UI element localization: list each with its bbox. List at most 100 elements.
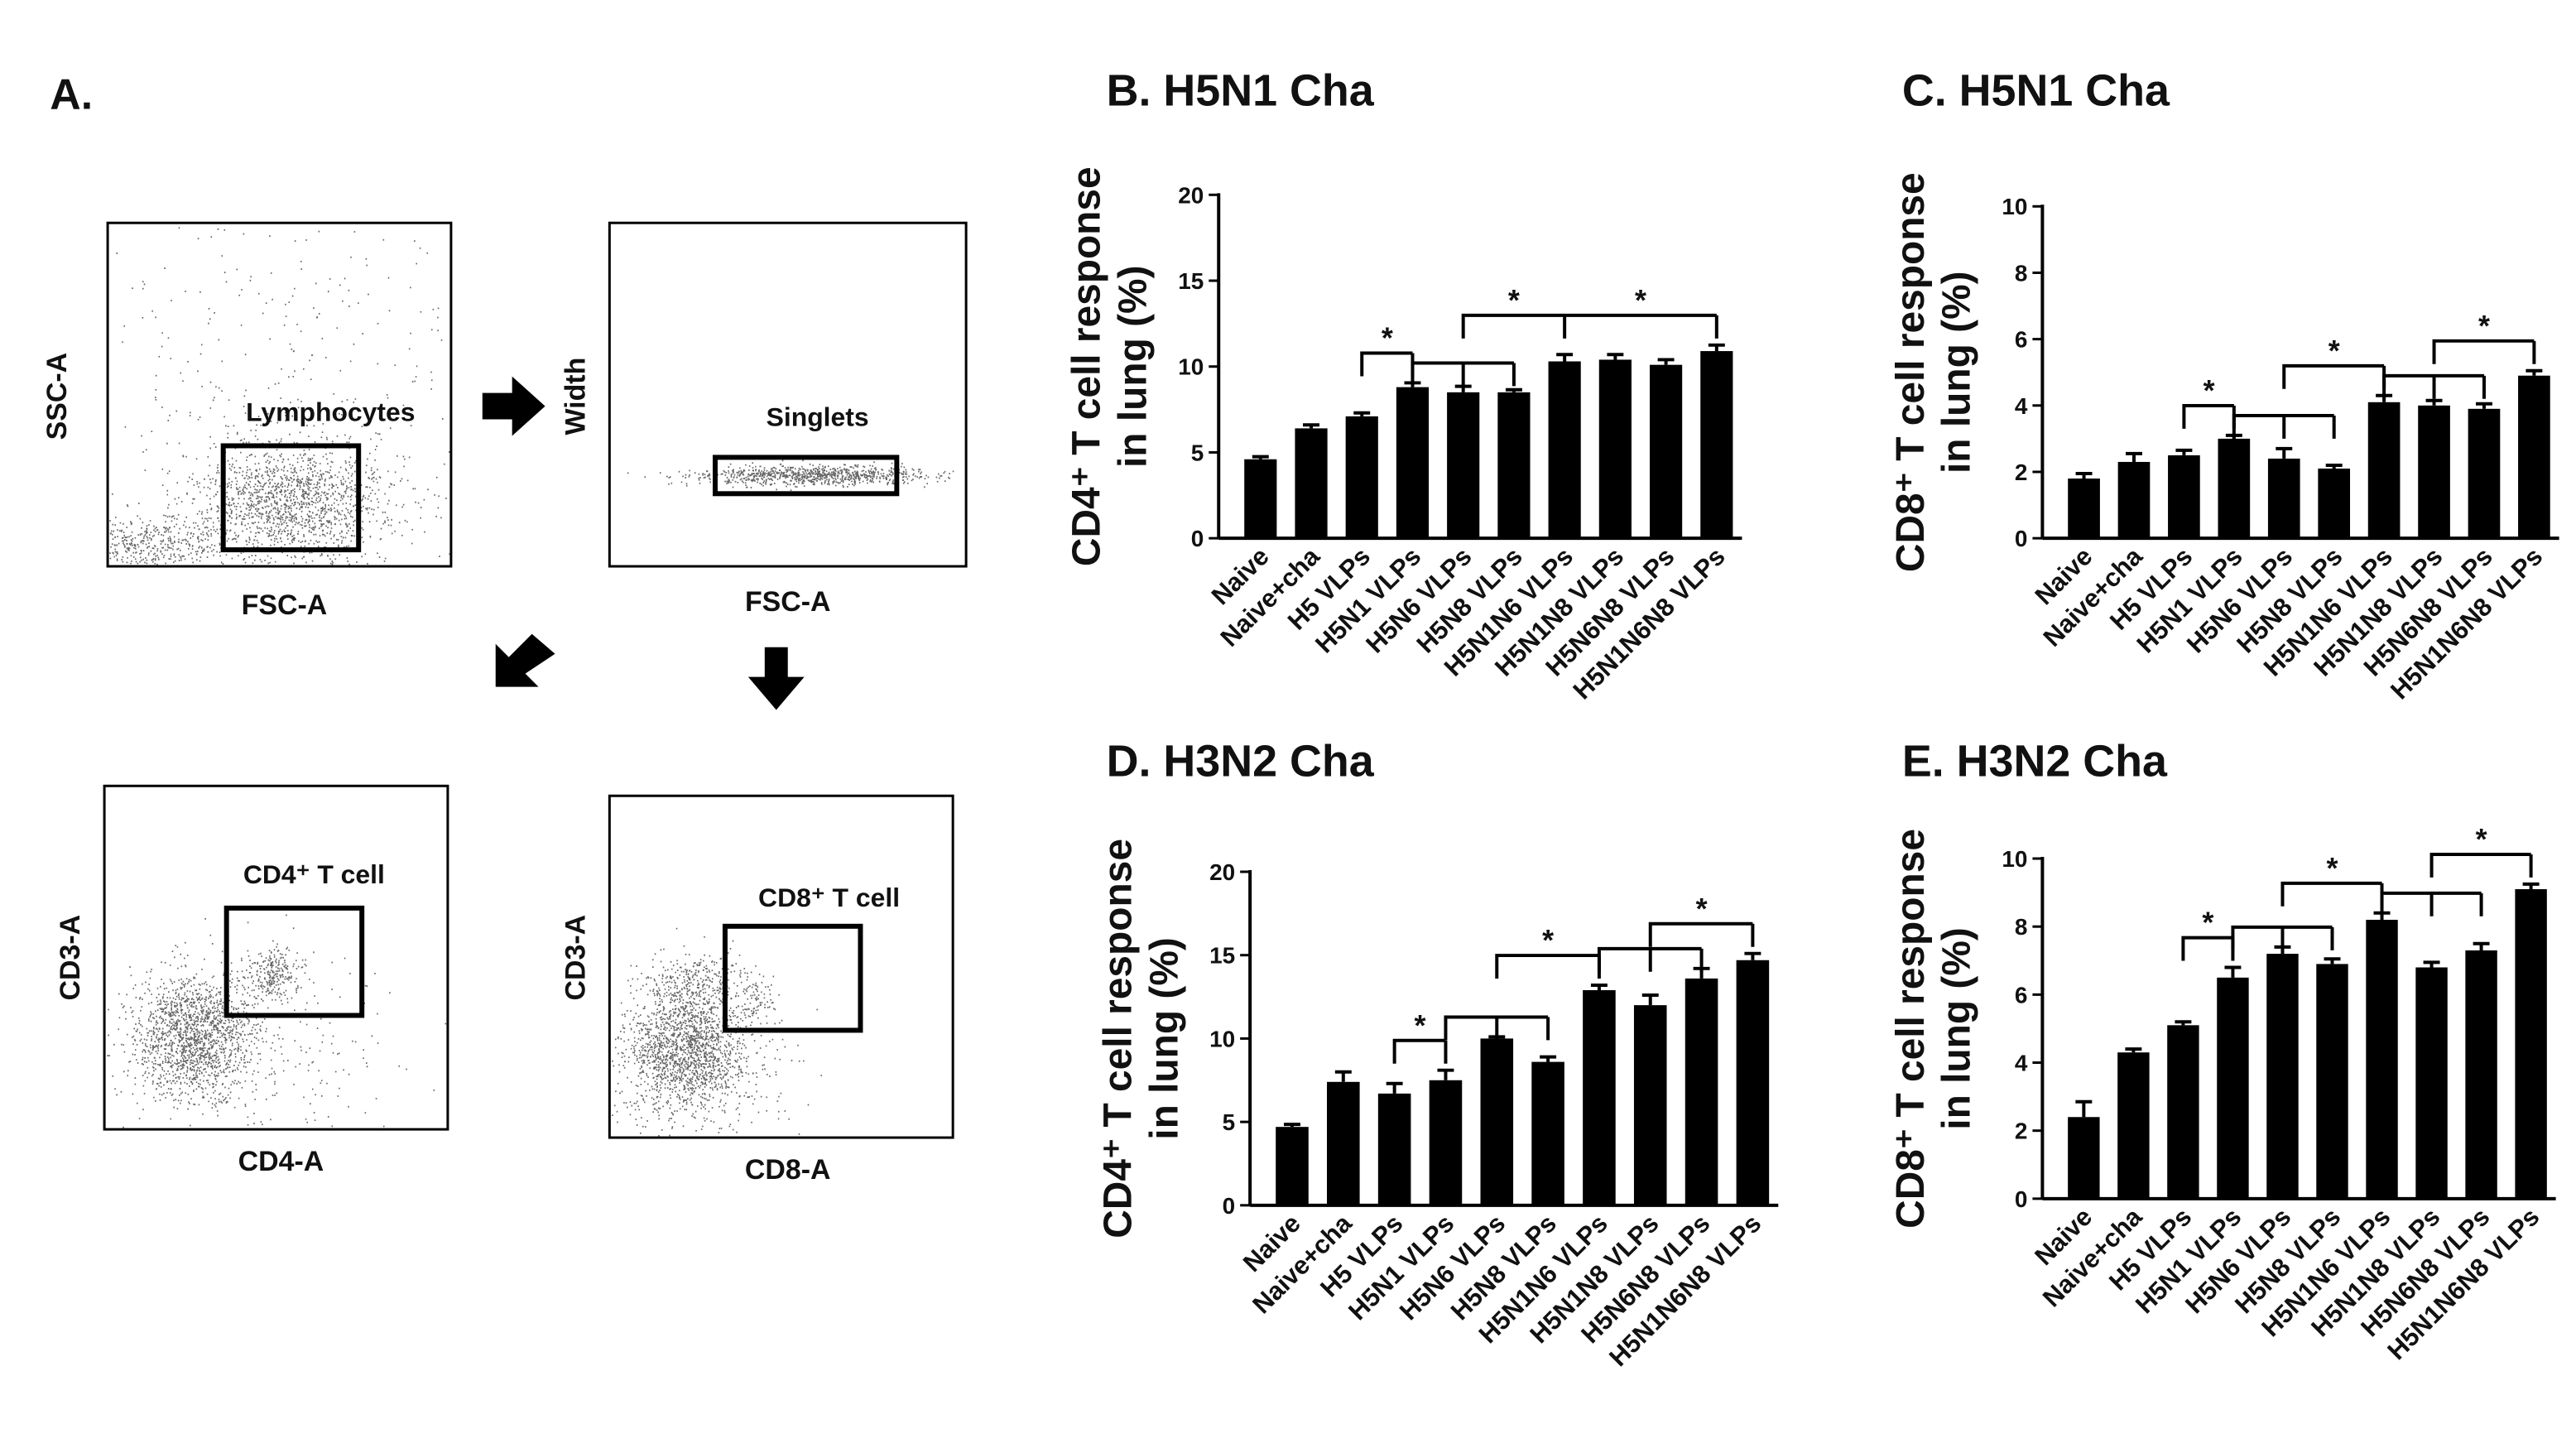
error-bar	[1303, 423, 1319, 429]
x-axis-label: CD4-A	[238, 1146, 324, 1177]
y-tick-label: 20	[1209, 859, 1235, 885]
flow-plot-frame	[103, 784, 449, 1131]
significance-bracket	[2231, 925, 2334, 950]
y-axis-label: Width	[560, 358, 591, 435]
bar	[1244, 459, 1277, 539]
bar	[2266, 954, 2299, 1199]
significance-bracket	[1597, 946, 1704, 972]
error-bar	[1454, 384, 1472, 392]
significance-bracket	[2232, 413, 2336, 439]
significance-label: *	[1508, 284, 1520, 317]
error-bar	[2475, 402, 2492, 409]
bar	[1531, 1061, 1564, 1205]
bar	[2117, 1052, 2150, 1199]
gate	[712, 455, 900, 497]
significance-bracket	[1360, 351, 1415, 377]
bar	[1447, 392, 1480, 539]
y-axis-label: CD3-A	[560, 915, 591, 1001]
significance-bracket	[2182, 403, 2236, 429]
bar	[2217, 977, 2249, 1199]
y-axis-label: CD4⁺ T cell response	[1065, 166, 1109, 566]
significance-label: *	[1415, 1009, 1426, 1042]
bar	[2068, 1117, 2100, 1199]
significance-bracket	[2429, 852, 2533, 878]
bar	[1633, 1005, 1667, 1205]
bar	[2316, 964, 2348, 1199]
event-dots	[627, 457, 954, 492]
bar	[2418, 405, 2450, 539]
bar	[1276, 1127, 1309, 1205]
y-tick-label: 6	[2015, 327, 2028, 353]
y-axis-label: SSC-A	[41, 353, 73, 440]
event-dots	[107, 914, 447, 1128]
y-tick-label: 2	[2015, 1118, 2028, 1144]
error-bar	[1353, 411, 1371, 416]
error-bar	[1590, 983, 1608, 991]
significance-bracket	[1392, 1038, 1448, 1064]
arrow	[747, 647, 805, 710]
bar	[1429, 1080, 1463, 1205]
bar	[2318, 468, 2351, 539]
y-tick-label: 4	[2015, 393, 2028, 419]
bar	[1396, 387, 1430, 539]
gate	[722, 923, 863, 1033]
bar	[1684, 978, 1718, 1205]
gate	[220, 443, 362, 553]
y-tick-label: 0	[1191, 526, 1204, 551]
error-bar	[1284, 1123, 1300, 1128]
significance-bracket	[1444, 1015, 1550, 1041]
y-axis-label: in lung (%)	[1111, 265, 1155, 468]
bar	[1736, 960, 1770, 1205]
bar	[2515, 889, 2547, 1199]
significance-label: *	[1382, 322, 1393, 355]
y-tick-label: 0	[2015, 1186, 2028, 1212]
significance-label: *	[1696, 892, 1708, 926]
y-tick-label: 15	[1209, 943, 1235, 969]
bar	[1497, 392, 1531, 539]
significance-bracket	[2380, 891, 2483, 916]
y-axis-label: CD3-A	[55, 915, 86, 1001]
error-bar	[2526, 368, 2543, 376]
error-bar	[2224, 965, 2242, 978]
y-tick-label: 10	[1209, 1026, 1235, 1051]
significance-bracket	[2432, 339, 2536, 364]
significance-bracket	[1461, 313, 1718, 339]
significance-bracket	[2181, 936, 2235, 961]
error-bar	[2125, 1047, 2142, 1053]
bar	[1583, 990, 1616, 1205]
gate-label: CD4⁺ T cell	[243, 859, 385, 889]
error-bar	[1641, 993, 1659, 1006]
significance-label: *	[1542, 924, 1554, 957]
significance-label: *	[1635, 284, 1646, 317]
y-axis-label: CD8⁺ T cell response	[1889, 829, 1933, 1229]
bar	[2218, 438, 2251, 539]
error-bar	[1505, 387, 1522, 392]
bar	[2366, 919, 2398, 1199]
error-bar	[2423, 960, 2440, 968]
error-bar	[1708, 343, 1725, 352]
event-dots	[612, 927, 824, 1137]
y-tick-label: 8	[2015, 260, 2028, 286]
bar	[2167, 1025, 2199, 1199]
bar	[2415, 967, 2448, 1199]
significance-bracket	[2382, 373, 2486, 399]
chart-title: C. H5N1 Cha	[1902, 66, 2170, 116]
significance-bracket	[1495, 954, 1601, 979]
flow-plot-frame	[608, 221, 968, 568]
error-bar	[1744, 951, 1761, 960]
error-bar	[2126, 451, 2142, 462]
x-axis-label: CD8-A	[745, 1154, 831, 1186]
bar	[2367, 402, 2401, 539]
error-bar	[1540, 1055, 1557, 1062]
bar	[2267, 458, 2300, 539]
error-bar	[2276, 446, 2293, 459]
arrow	[495, 633, 555, 687]
error-bar	[2325, 463, 2343, 469]
significance-bracket	[2280, 881, 2384, 907]
y-tick-label: 10	[1178, 354, 1204, 380]
y-axis-label: in lung (%)	[1935, 271, 1979, 474]
bar	[2068, 478, 2100, 539]
y-tick-label: 20	[1178, 182, 1204, 208]
bar	[1327, 1081, 1360, 1205]
y-tick-label: 0	[1223, 1193, 1236, 1219]
